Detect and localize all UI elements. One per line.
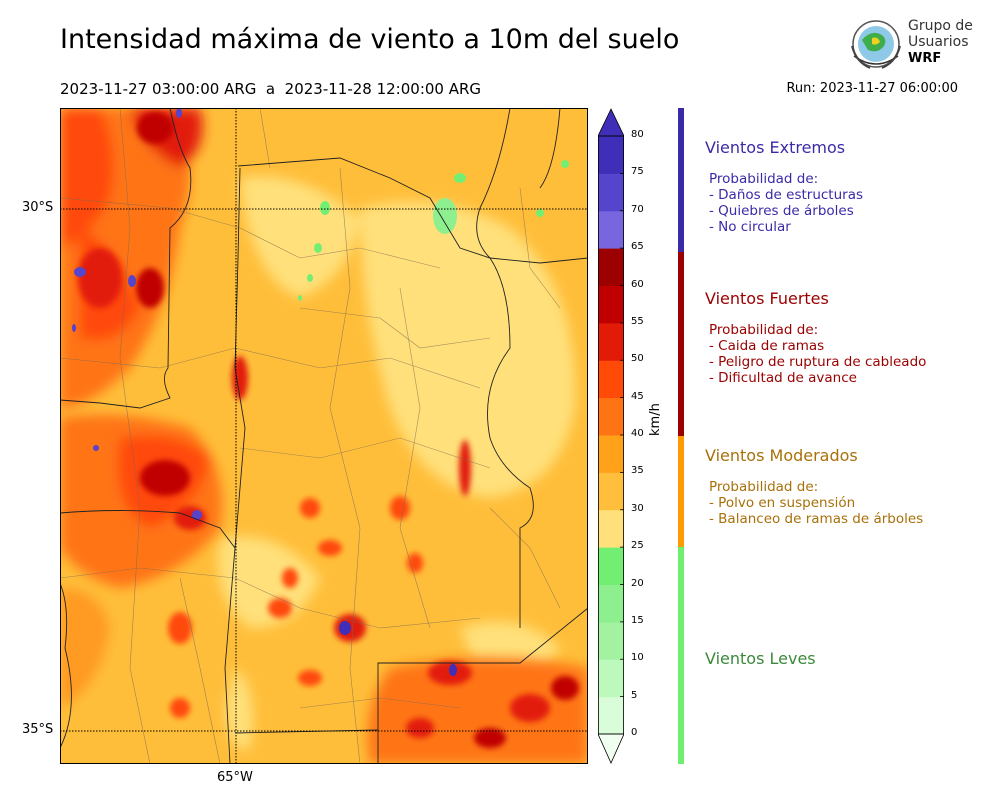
colorbar-tick-label: 55 — [631, 315, 644, 327]
category-title: Vientos Leves — [705, 649, 816, 668]
colorbar — [598, 108, 624, 764]
lon-label-65w: 65°W — [217, 770, 253, 785]
grupo-wrf-logo: Grupo de Usuarios WRF — [848, 16, 973, 72]
run-time: Run: 2023-11-27 06:00:00 — [786, 81, 958, 96]
colorbar-bin — [598, 435, 624, 473]
category-bar — [678, 547, 684, 764]
forecast-period: 2023-11-27 03:00:00 ARG a 2023-11-28 12:… — [60, 80, 482, 98]
colorbar-bin — [598, 136, 624, 174]
category-line: Probabilidad de: — [709, 479, 819, 495]
category-bar — [678, 108, 684, 252]
colorbar-bin — [598, 322, 624, 361]
colorbar-max-extension — [598, 108, 624, 137]
logo-line-2: Usuarios — [908, 34, 969, 50]
colorbar-bin — [598, 547, 624, 585]
colorbar-tick-label: 70 — [631, 203, 644, 215]
category-line: - Balanceo de ramas de árboles — [709, 511, 924, 527]
colorbar-tick-label: 25 — [631, 540, 644, 552]
globe-icon — [851, 20, 901, 69]
colorbar-tick-label: 10 — [631, 652, 644, 664]
category-line: - Daños de estructuras — [709, 187, 864, 203]
category-line: Probabilidad de: — [709, 171, 819, 187]
colorbar-tick-label: 75 — [631, 166, 644, 178]
category-title: Vientos Fuertes — [705, 289, 829, 308]
category-description: Probabilidad de: - Caida de ramas - Peligr… — [705, 322, 995, 386]
colorbar-bin — [598, 509, 624, 548]
category-line: - Polvo en suspensión — [709, 495, 856, 511]
colorbar-tick-label: 0 — [631, 727, 638, 738]
colorbar-tick-label: 15 — [631, 614, 644, 626]
colorbar-bin — [598, 472, 624, 511]
colorbar-bin — [598, 584, 624, 623]
category-line: - Dificultad de avance — [709, 370, 857, 386]
category-line: - No circular — [709, 219, 791, 235]
category-bar — [678, 436, 684, 547]
category-title: Vientos Extremos — [705, 138, 846, 157]
category-line: - Caida de ramas — [709, 338, 825, 354]
colorbar-tick-label: 50 — [631, 353, 644, 365]
colorbar-tick-label: 30 — [631, 502, 644, 514]
category-line: - Quiebres de árboles — [709, 203, 854, 219]
wind-category: Vientos Fuertes Probabilidad de: - Caida d… — [705, 289, 995, 386]
category-description: Probabilidad de: - Polvo en suspensión - B… — [705, 479, 995, 527]
wind-map — [60, 108, 588, 764]
colorbar-tick-label: 5 — [631, 689, 638, 701]
colorbar-bin — [598, 173, 624, 212]
lat-label-35s: 35°S — [22, 722, 54, 737]
category-bar — [678, 252, 684, 436]
wind-category: Vientos Moderados Probabilidad de: - Polvo… — [705, 446, 995, 527]
logo-line-1: Grupo de — [908, 18, 973, 34]
colorbar-tick-label: 65 — [631, 241, 644, 253]
colorbar-min-extension — [598, 733, 624, 764]
colorbar-units: km/h — [648, 403, 663, 436]
category-line: - Peligro de ruptura de cableado — [709, 354, 927, 370]
colorbar-tick-label: 20 — [631, 577, 644, 589]
category-line: Probabilidad de: — [709, 322, 819, 338]
wind-category: Vientos Leves — [705, 649, 995, 668]
category-description: Probabilidad de: - Daños de estructuras - … — [705, 171, 995, 235]
colorbar-tick-label: 40 — [631, 428, 644, 439]
colorbar-bin — [598, 621, 624, 660]
colorbar-bin — [598, 397, 624, 436]
colorbar-bin — [598, 659, 624, 698]
colorbar-bin — [598, 210, 624, 249]
wind-category: Vientos Extremos Probabilidad de: - Daños … — [705, 138, 995, 235]
colorbar-tick-label: 45 — [631, 390, 644, 402]
colorbar-bin — [598, 360, 624, 399]
logo-line-3: WRF — [908, 51, 942, 66]
colorbar-bin — [598, 248, 624, 286]
colorbar-tick-label: 35 — [631, 465, 644, 477]
category-title: Vientos Moderados — [705, 446, 858, 465]
lat-label-30s: 30°S — [22, 200, 54, 215]
colorbar-tick-label: 60 — [631, 278, 644, 290]
colorbar-bin — [598, 696, 624, 735]
page-title: Intensidad máxima de viento a 10m del su… — [60, 24, 680, 55]
colorbar-bin — [598, 285, 624, 324]
colorbar-tick-label: 80 — [631, 129, 644, 140]
